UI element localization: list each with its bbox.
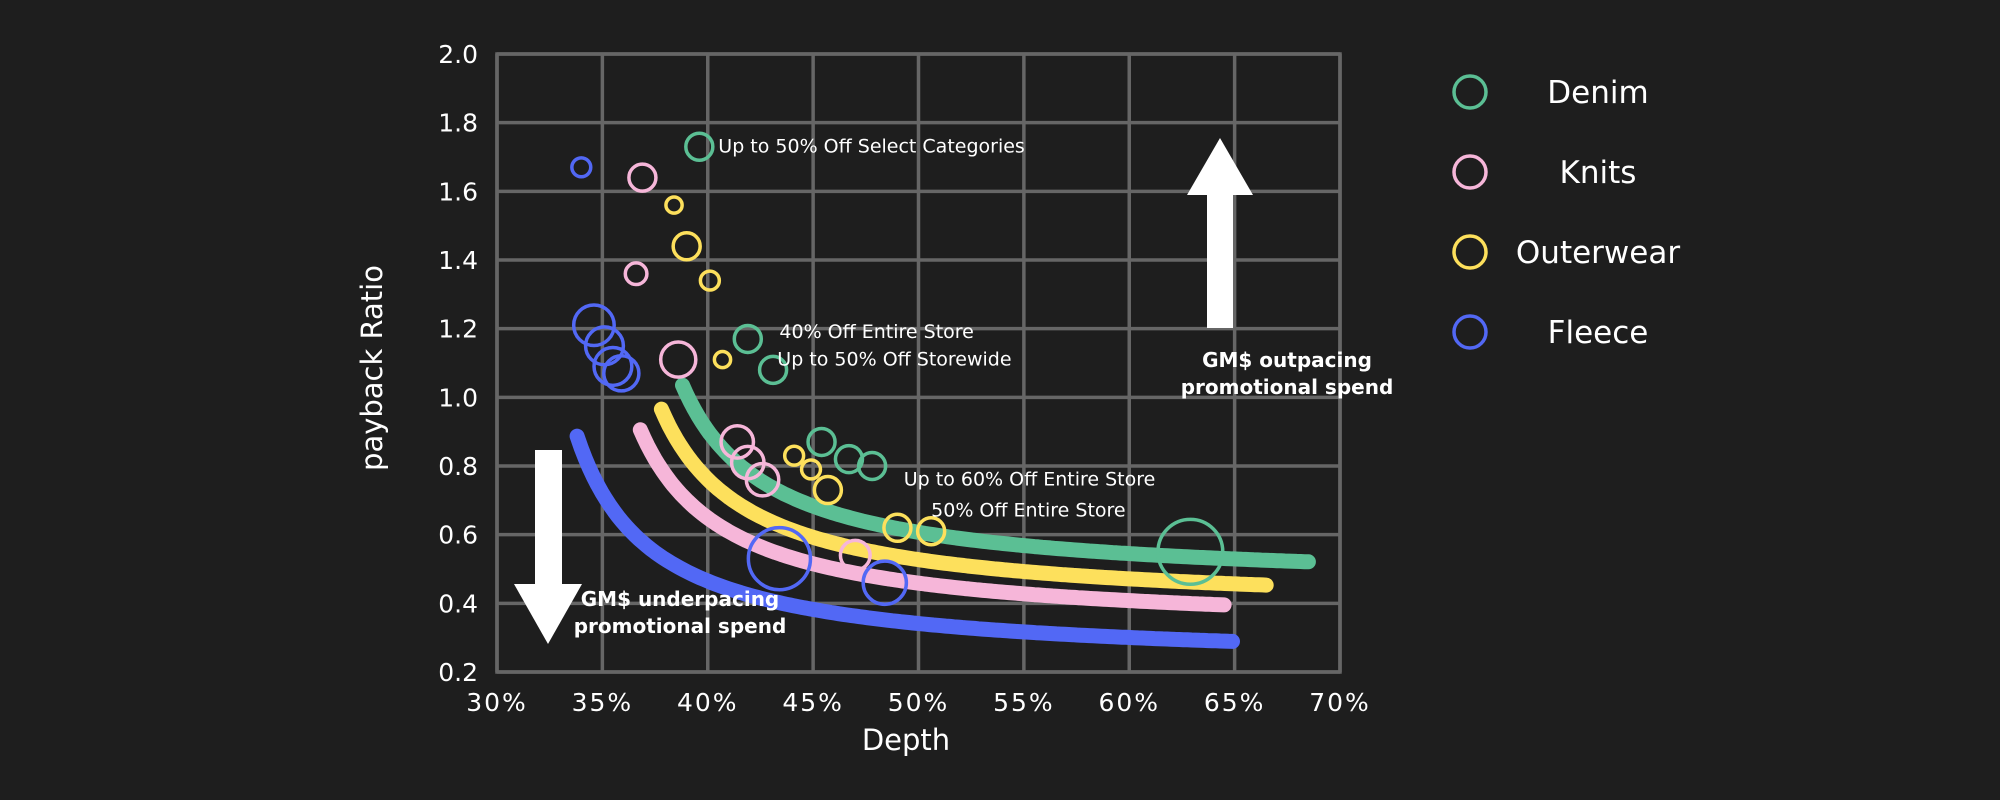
plot-frame — [495, 52, 1342, 674]
legend-label-fleece: Fleece — [1548, 315, 1649, 351]
point-fleece-4 — [602, 354, 641, 393]
underpacing-arrow-icon — [514, 450, 582, 644]
y-tick-label: 0.4 — [438, 589, 478, 618]
point-outerwear-3 — [712, 349, 733, 370]
outpacing-label-line-2: promotional spend — [1181, 375, 1394, 399]
x-tick-label: 60% — [1098, 688, 1160, 717]
legend-label-knits: Knits — [1560, 155, 1637, 191]
legend-label-denim: Denim — [1547, 75, 1648, 111]
point-denim-0 — [684, 131, 715, 162]
point-outerwear-0 — [664, 195, 684, 215]
trend-line-outerwear — [653, 401, 1274, 593]
y-axis-title: payback Ratio — [355, 265, 389, 471]
point-knits-1 — [623, 261, 649, 287]
point-knits-5 — [744, 461, 781, 498]
point-denim-1 — [732, 323, 764, 355]
legend-marker-knits — [1452, 154, 1488, 190]
point-knits-2 — [658, 340, 698, 379]
y-tick-label: 0.6 — [438, 521, 478, 550]
legend-marker-outerwear — [1452, 234, 1488, 270]
trend-curves — [569, 377, 1316, 649]
y-tick-label: 1.8 — [438, 109, 478, 138]
y-tick-label: 1.6 — [438, 177, 478, 206]
annotation-3: Up to 60% Off Entire Store — [904, 469, 1156, 491]
x-tick-label: 40% — [677, 688, 739, 717]
point-outerwear-2 — [698, 269, 722, 292]
point-outerwear-6 — [812, 474, 844, 506]
point-denim-6 — [1156, 517, 1225, 586]
axis-ticks: 30% 35% 40% 45% 50% 55% 60% 65% 70% 0.2 0.4 0.6 0.8 1… — [438, 40, 1371, 717]
point-outerwear-4 — [782, 444, 806, 467]
point-knits-3 — [719, 424, 756, 460]
x-tick-label: 45% — [782, 688, 844, 717]
legend-marker-denim — [1452, 74, 1488, 110]
legend: Denim Knits Outerwear Fleece — [1452, 74, 1680, 351]
trend-line-denim — [675, 377, 1316, 570]
point-outerwear-8 — [915, 515, 947, 547]
x-axis-title: Depth — [862, 723, 950, 757]
y-tick-label: 1.0 — [438, 383, 478, 412]
point-fleece-5 — [746, 525, 813, 592]
x-tick-label: 65% — [1204, 688, 1266, 717]
y-tick-label: 0.8 — [438, 452, 478, 481]
y-tick-label: 0.2 — [438, 658, 478, 687]
data-points — [570, 131, 1225, 607]
point-fleece-1 — [571, 303, 616, 348]
annotation-2: Up to 50% Off Storewide — [777, 349, 1011, 371]
outpacing-label-line-1: GM$ outpacing — [1202, 348, 1372, 372]
y-tick-label: 1.2 — [438, 315, 478, 344]
legend-label-outerwear: Outerwear — [1516, 235, 1680, 271]
point-fleece-6 — [861, 559, 909, 607]
x-tick-label: 30% — [466, 688, 528, 717]
annotation-4: 50% Off Entire Store — [931, 500, 1125, 522]
annotations: Up to 50% Off Select Categories 40% Off E… — [718, 136, 1155, 522]
outpacing-arrow-icon — [1187, 138, 1253, 328]
point-knits-6 — [838, 538, 872, 572]
point-outerwear-7 — [882, 512, 913, 544]
trend-line-fleece — [569, 428, 1240, 649]
point-fleece-3 — [592, 345, 634, 388]
underpacing-label-line-2: promotional spend — [574, 614, 787, 638]
point-fleece-0 — [570, 156, 593, 179]
x-tick-label: 35% — [572, 688, 634, 717]
point-denim-3 — [806, 426, 837, 458]
y-tick-label: 2.0 — [438, 40, 478, 69]
underpacing-label-line-1: GM$ underpacing — [581, 587, 780, 611]
point-outerwear-1 — [671, 231, 702, 262]
x-tick-label: 70% — [1309, 688, 1371, 717]
x-tick-label: 55% — [993, 688, 1055, 717]
point-knits-0 — [627, 162, 658, 193]
annotation-0: Up to 50% Off Select Categories — [718, 136, 1025, 158]
trend-line-knits — [632, 422, 1232, 613]
x-tick-label: 50% — [888, 688, 950, 717]
point-denim-2 — [757, 354, 789, 386]
annotation-1: 40% Off Entire Store — [779, 321, 973, 343]
y-tick-label: 1.4 — [438, 246, 478, 275]
legend-marker-fleece — [1452, 314, 1488, 350]
point-denim-5 — [856, 450, 888, 482]
point-outerwear-5 — [799, 458, 823, 481]
